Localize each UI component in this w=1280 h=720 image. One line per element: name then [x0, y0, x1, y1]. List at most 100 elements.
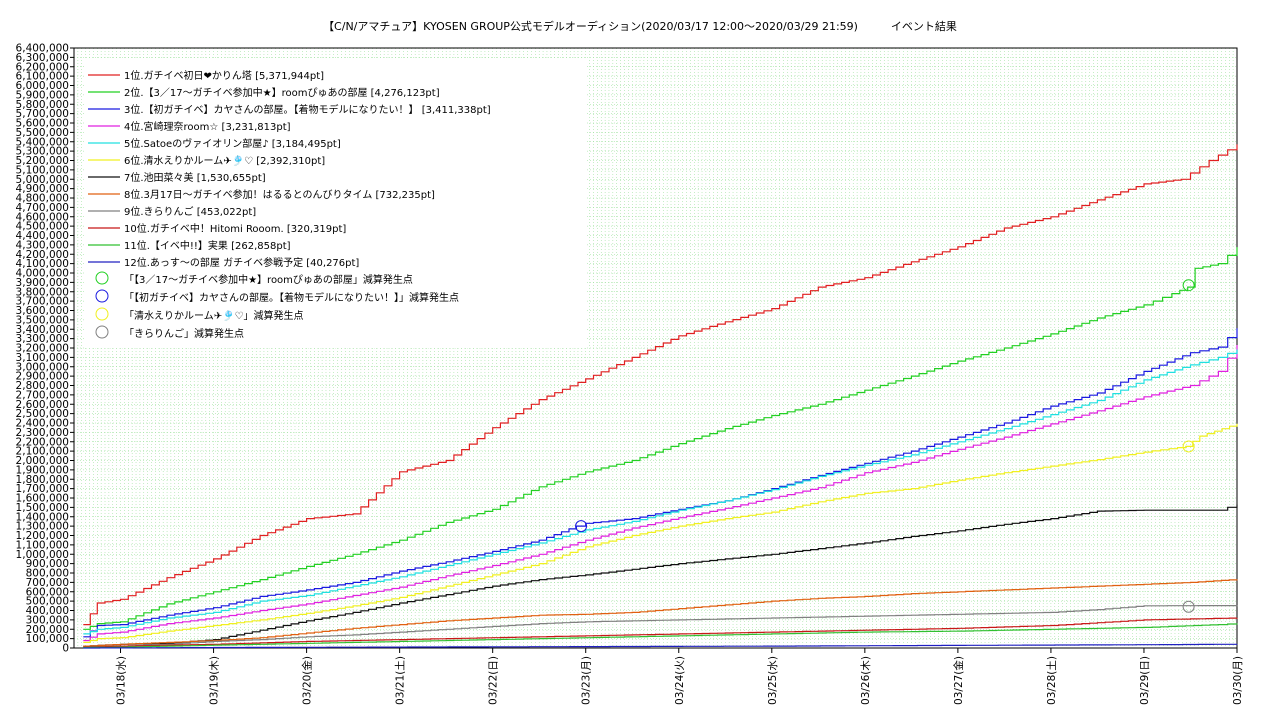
legend-label: 10位.ガチイベ中！Hitomi Rooom. [320,319pt]: [124, 222, 346, 235]
series-line: [83, 604, 1238, 648]
y-tick-label: 3,300,000: [16, 333, 69, 345]
y-tick-label: 1,200,000: [16, 530, 69, 542]
x-tick-label: 03/21(土): [394, 656, 407, 705]
legend-label: 7位.池田菜々美 [1,530,655pt]: [124, 171, 266, 184]
y-tick-label: 5,800,000: [16, 99, 69, 111]
series-line: [83, 349, 1238, 635]
series-line: [83, 247, 1238, 630]
x-tick-label: 03/24(火): [674, 656, 686, 705]
chart-title: 【C/N/アマチュア】KYOSEN GROUP公式モデルオーディション(2020…: [323, 20, 957, 33]
legend-label: 11位.【イベ中!!】実果 [262,858pt]: [124, 239, 291, 252]
x-tick-label: 03/29(日): [1139, 656, 1151, 705]
y-tick-label: 2,500,000: [16, 408, 69, 420]
y-tick-label: 100,000: [26, 633, 69, 645]
legend-label: 「きらりんご」減算発生点: [124, 327, 244, 340]
y-tick-label: 700,000: [26, 577, 69, 589]
legend-label: 3位.【初ガチイベ】カヤさんの部屋。【着物モデルになりたい！】 [3,411,3…: [124, 103, 491, 116]
y-tick-label: 4,000,000: [16, 268, 69, 280]
y-tick-label: 3,100,000: [16, 352, 69, 364]
y-tick-label: 6,000,000: [16, 80, 69, 92]
y-tick-label: 3,200,000: [16, 343, 69, 355]
y-tick-label: 5,000,000: [16, 174, 69, 186]
legend-marker: [95, 271, 109, 285]
x-tick-label: 03/28(土): [1045, 656, 1058, 705]
legend-marker: [95, 289, 109, 303]
legend-label: 2位.【3／17〜ガチイベ参加中★】roomぴゅあの部屋 [4,276,123p…: [124, 86, 440, 99]
legend-label: 12位.あっす〜の部屋 ガチイベ参戦予定 [40,276pt]: [124, 256, 359, 269]
legend-label: 「清水えりかルーム✈🎐♡」減算発生点: [124, 309, 304, 322]
legend-box: [84, 58, 586, 348]
y-tick-label: 2,100,000: [16, 446, 69, 458]
legend-label: 4位.宮崎理奈room☆ [3,231,813pt]: [124, 120, 291, 133]
marker-point: [1182, 440, 1195, 453]
series-line: [83, 345, 1238, 642]
series-line: [83, 423, 1238, 644]
x-tick-label: 03/23(月): [581, 656, 593, 705]
y-tick-label: 800,000: [26, 568, 69, 580]
series-line: [83, 623, 1238, 649]
y-tick-label: 2,300,000: [16, 427, 69, 439]
y-tick-label: 4,700,000: [16, 202, 69, 214]
y-tick-label: 3,900,000: [16, 277, 69, 289]
y-tick-label: 4,800,000: [16, 193, 69, 205]
y-tick-label: 2,700,000: [16, 389, 69, 401]
x-tick-label: 03/20(金): [301, 656, 314, 705]
y-tick-label: 2,400,000: [16, 418, 69, 430]
y-tick-label: 1,000,000: [16, 549, 69, 561]
y-tick-label: 3,600,000: [16, 305, 69, 317]
x-tick-label: 03/27(金): [952, 656, 965, 705]
legend-label: 9位.きらりんご [453,022pt]: [124, 205, 256, 218]
y-tick-label: 3,400,000: [16, 324, 69, 336]
y-tick-label: 0: [62, 643, 69, 655]
legend: 1位.ガチイベ初日❤かりん塔 [5,371,944pt] 2位.【3／17〜ガチイ…: [84, 58, 586, 348]
x-tick-label: 03/26(木): [860, 656, 872, 705]
y-tick-label: 3,000,000: [16, 361, 69, 373]
y-tick-label: 500,000: [26, 596, 69, 608]
x-tick-label: 03/18(水): [116, 656, 128, 705]
y-tick-label: 4,300,000: [16, 239, 69, 251]
legend-label: 6位.清水えりかルーム✈🎐♡ [2,392,310pt]: [124, 154, 325, 167]
legend-label: 「【3／17〜ガチイベ参加中★】roomぴゅあの部屋」減算発生点: [124, 273, 413, 286]
y-tick-label: 5,300,000: [16, 146, 69, 158]
y-tick-label: 6,100,000: [16, 71, 69, 83]
series-line: [83, 504, 1238, 647]
series-line: [83, 328, 1238, 638]
y-tick-label: 1,800,000: [16, 474, 69, 486]
y-tick-label: 5,900,000: [16, 89, 69, 101]
y-tick-label: 3,700,000: [16, 296, 69, 308]
y-tick-label: 5,600,000: [16, 118, 69, 130]
y-tick-label: 6,400,000: [16, 43, 69, 55]
y-tick-label: 1,700,000: [16, 483, 69, 495]
y-tick-label: 3,500,000: [16, 314, 69, 326]
y-tick-label: 5,500,000: [16, 127, 69, 139]
y-tick-label: 5,400,000: [16, 136, 69, 148]
legend-marker: [95, 307, 109, 321]
marker-point: [575, 520, 588, 533]
y-tick-label: 6,200,000: [16, 61, 69, 73]
y-tick-label: 2,800,000: [16, 380, 69, 392]
series-line: [83, 643, 1238, 649]
y-tick-label: 2,200,000: [16, 436, 69, 448]
y-tick-label: 4,500,000: [16, 221, 69, 233]
series-line: [83, 144, 1238, 626]
y-tick-label: 400,000: [26, 605, 69, 617]
legend-label: 「【初ガチイベ】カヤさんの部屋。【着物モデルになりたい！】」減算発生点: [124, 291, 459, 304]
y-tick-label: 1,400,000: [16, 511, 69, 523]
y-tick-label: 300,000: [26, 614, 69, 626]
y-tick-label: 4,600,000: [16, 211, 69, 223]
x-tick-label: 03/30(月): [1232, 656, 1244, 705]
y-tick-label: 4,900,000: [16, 183, 69, 195]
y-tick-label: 4,400,000: [16, 230, 69, 242]
y-tick-label: 5,200,000: [16, 155, 69, 167]
series-line: [83, 579, 1238, 647]
y-tick-label: 2,000,000: [16, 455, 69, 467]
y-tick-label: 4,100,000: [16, 258, 69, 270]
x-tick-label: 03/22(日): [488, 656, 500, 705]
y-tick-label: 5,100,000: [16, 164, 69, 176]
y-tick-label: 1,100,000: [16, 539, 69, 551]
y-tick-label: 2,900,000: [16, 371, 69, 383]
x-tick-label: 03/25(水): [767, 656, 779, 705]
x-tick-label: 03/19(木): [209, 656, 221, 705]
y-tick-label: 2,600,000: [16, 399, 69, 411]
